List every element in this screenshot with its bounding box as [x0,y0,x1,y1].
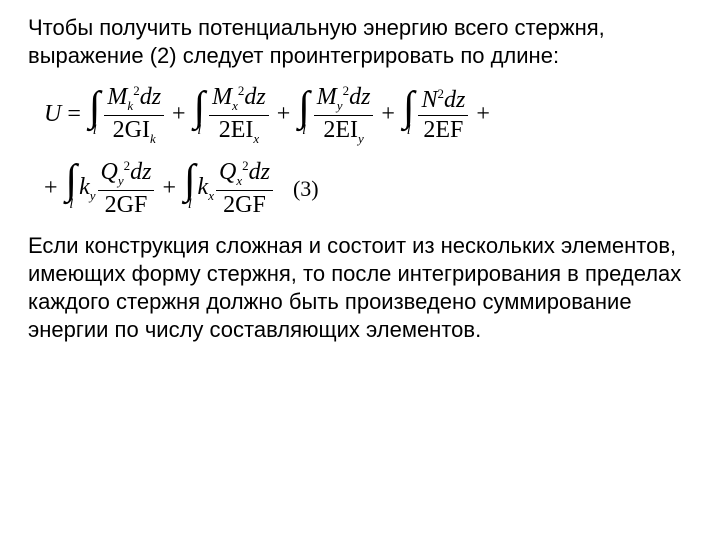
plus-leading: + [44,175,64,202]
den-text: 2EI [323,117,358,143]
numerator: Mk2dz [104,84,164,112]
integral-limit: l [302,124,306,138]
equation-row-2: + ∫ l ky Qy2dz 2GF + ∫ [44,159,692,218]
plus-sign: + [156,175,182,202]
plus-sign: + [166,101,192,128]
num-sym: M [317,84,337,110]
integral-sign: ∫ [298,92,310,122]
outro-paragraph: Если конструкция сложная и состоит из не… [28,232,692,345]
numerator: Mx2dz [209,84,269,112]
num-tail: dz [444,87,465,113]
equation-block: U = ∫ l Mk2dz 2GIk + ∫ l [44,84,692,218]
den-sub: x [253,131,259,146]
fraction-bar [104,115,164,116]
num-sym: N [421,87,437,113]
intro-paragraph: Чтобы получить потенциальную энергию все… [28,14,692,70]
integral-2: ∫ l [194,92,206,138]
num-sub: y [337,98,343,113]
coef-sub: x [208,187,214,202]
numerator: N2dz [418,87,468,113]
numerator: Qx2dz [216,159,273,187]
document-page: Чтобы получить потенциальную энергию все… [0,0,720,366]
equation-number: (3) [293,176,319,202]
integral-sign: ∫ [194,92,206,122]
fraction-4: N2dz 2EF [418,87,468,143]
denominator: 2EIx [216,118,262,145]
fraction-5: Qy2dz 2GF [98,159,155,218]
den-sub: y [358,131,364,146]
den-text: 2GF [223,192,266,218]
integral-1: ∫ l [89,92,101,138]
num-sub: x [232,98,238,113]
den-text: 2GF [105,192,148,218]
integral-6: ∫ l [184,165,196,211]
fraction-2: Mx2dz 2EIx [209,84,269,145]
fraction-3: My2dz 2EIy [314,84,374,145]
num-tail: dz [244,84,265,110]
num-sym: Q [219,159,236,185]
num-tail: dz [140,84,161,110]
fraction-bar [216,190,273,191]
denominator: 2GF [102,193,151,218]
fraction-bar [98,190,155,191]
coef-sym: k [79,174,90,200]
integral-3: ∫ l [298,92,310,138]
equals-sign: = [61,101,87,128]
denominator: 2EIy [320,118,366,145]
numerator: Qy2dz [98,159,155,187]
fraction-1: Mk2dz 2GIk [104,84,164,145]
num-sub: y [118,173,124,188]
plus-trailing: + [470,101,496,128]
num-sym: Q [101,159,118,185]
integral-limit: l [93,124,97,138]
num-sym: M [107,84,127,110]
den-text: 2EI [219,117,254,143]
integral-limit: l [197,124,201,138]
fraction-6: Qx2dz 2GF [216,159,273,218]
plus-sign: + [375,101,401,128]
integral-limit: l [407,124,411,138]
den-text: 2EF [423,117,463,143]
denominator: 2GF [220,193,269,218]
plus-sign: + [271,101,297,128]
num-sym: M [212,84,232,110]
den-sub: k [150,131,156,146]
integral-sign: ∫ [184,165,196,195]
num-sub: x [236,173,242,188]
coef-sub: y [90,187,96,202]
coef-sym: k [198,174,209,200]
denominator: 2GIk [110,118,159,145]
integral-limit: l [188,198,192,212]
fraction-bar [209,115,269,116]
lhs-symbol: U [44,101,61,128]
fraction-bar [418,115,468,116]
denominator: 2EF [420,118,466,143]
equation-row-1: U = ∫ l Mk2dz 2GIk + ∫ l [44,84,692,145]
num-tail: dz [249,159,270,185]
integral-sign: ∫ [66,165,78,195]
integral-limit: l [69,198,73,212]
coef-5: ky [79,174,95,204]
numerator: My2dz [314,84,374,112]
den-text: 2GI [113,117,150,143]
num-tail: dz [349,84,370,110]
coef-6: kx [198,174,214,204]
fraction-bar [314,115,374,116]
integral-4: ∫ l [403,92,415,138]
num-tail: dz [130,159,151,185]
integral-5: ∫ l [66,165,78,211]
integral-sign: ∫ [89,92,101,122]
num-sub: k [127,98,133,113]
integral-sign: ∫ [403,92,415,122]
